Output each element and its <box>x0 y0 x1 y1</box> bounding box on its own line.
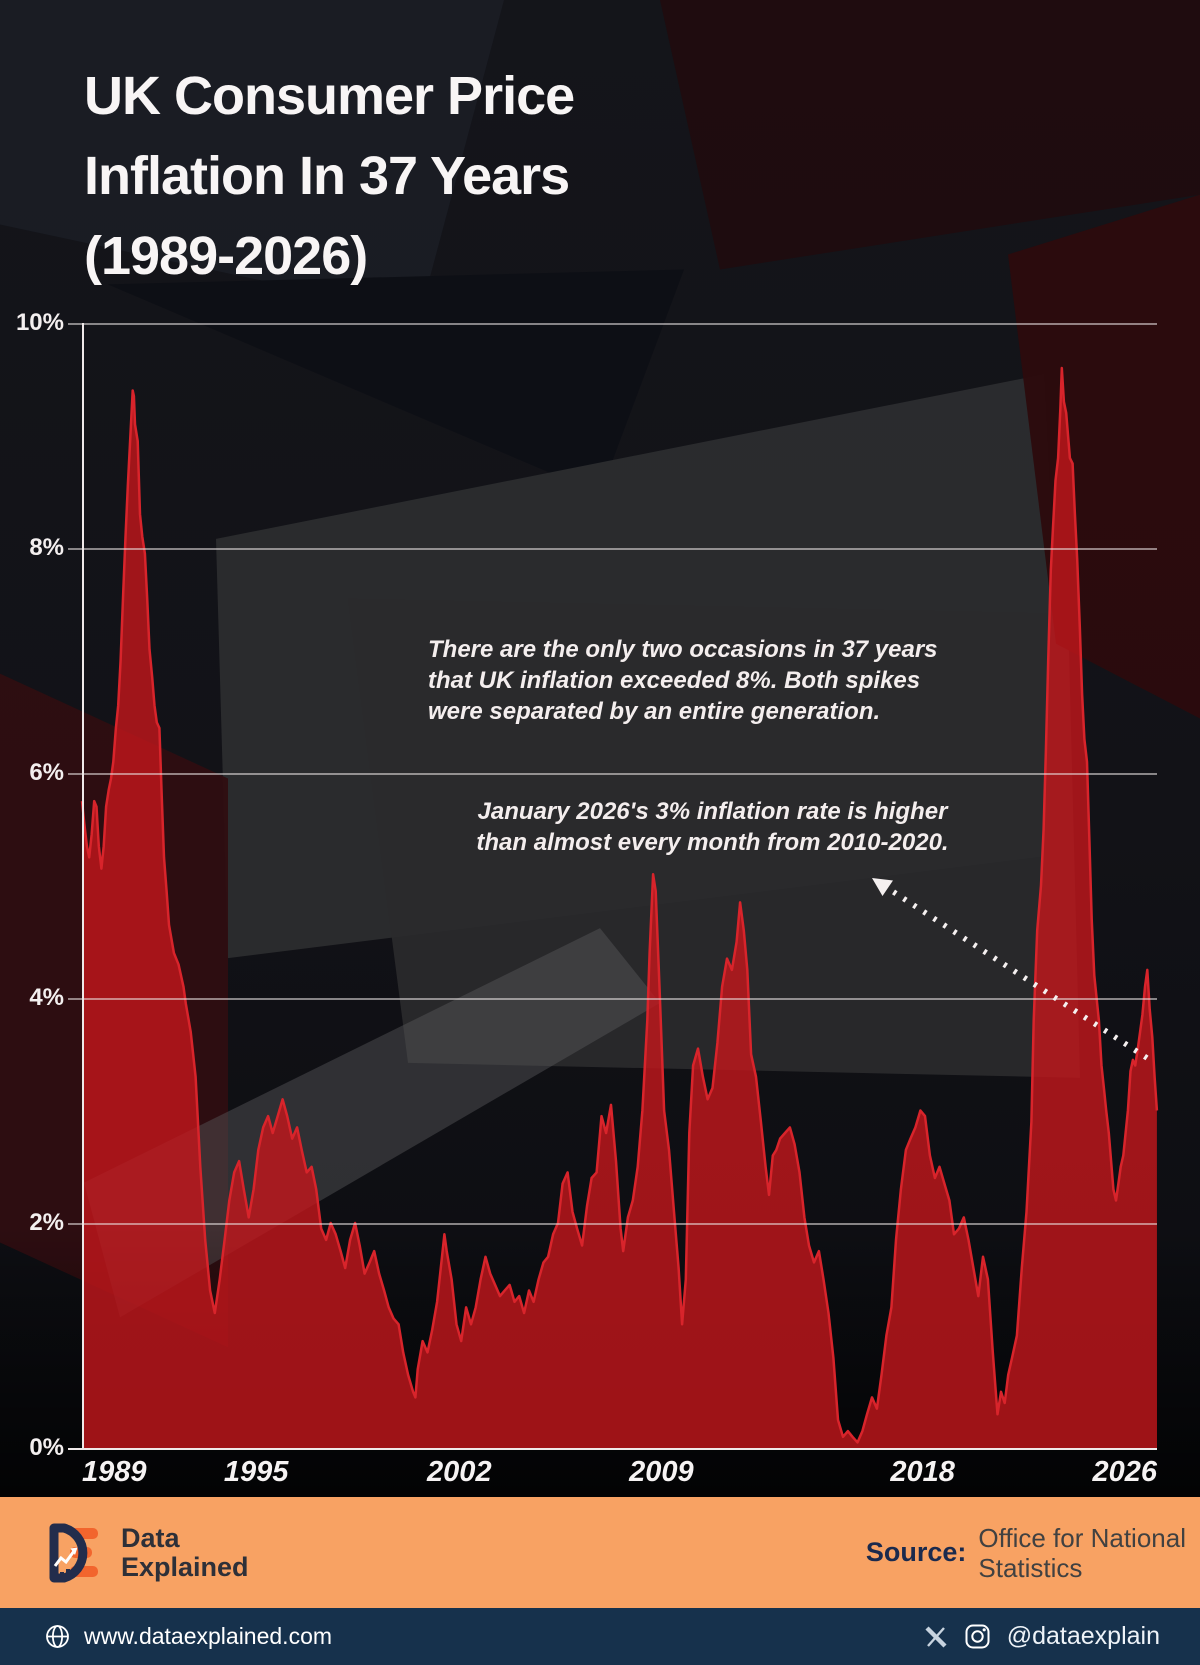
source-block: Source: Office for National Statistics <box>866 1523 1186 1583</box>
website-url[interactable]: www.dataexplained.com <box>84 1623 333 1649</box>
gridline-8pct <box>68 548 1157 550</box>
annotation-line: than almost every month from 2010-2020. <box>476 829 949 856</box>
brand-name-line-1: Data <box>121 1522 180 1553</box>
annotation-two-spikes: There are the only two occasions in 37 y… <box>428 634 1028 727</box>
page-title: UK Consumer Price Inflation In 37 Years … <box>84 56 575 296</box>
annotation-line: There are the only two occasions in 37 y… <box>428 636 938 663</box>
x-tick-1995: 1995 <box>223 1456 289 1488</box>
title-line-1: UK Consumer Price <box>84 66 575 126</box>
inflation-area-chart: 10% 8% 6% 4% 2% 0% 1989 1995 2002 2009 2… <box>16 309 1159 1488</box>
social-handles: @dataexplain <box>924 1622 1160 1651</box>
title-line-2: Inflation In 37 Years <box>84 146 570 206</box>
brand-name: Data Explained <box>121 1522 249 1582</box>
y-axis-line <box>82 323 84 1451</box>
area-outline <box>80 366 1159 1444</box>
x-twitter-icon[interactable] <box>924 1625 948 1649</box>
source-line-2: Statistics <box>978 1552 1083 1583</box>
x-tick-2009: 2009 <box>629 1456 694 1488</box>
x-tick-2002: 2002 <box>427 1456 492 1488</box>
y-tick-0: 0% <box>29 1434 64 1461</box>
annotation-line: were separated by an entire generation. <box>428 698 881 725</box>
y-tick-4: 4% <box>29 984 64 1011</box>
social-bar: www.dataexplained.com @dataexplain <box>0 1608 1200 1665</box>
x-tick-2026: 2026 <box>1092 1456 1157 1488</box>
data-explained-logo-icon <box>49 1523 98 1582</box>
annotation-line: January 2026's 3% inflation rate is high… <box>477 798 948 825</box>
footer-bar: Data Explained Source: Office for Nation… <box>0 1497 1200 1608</box>
brand-name-line-2: Explained <box>121 1551 249 1582</box>
website-link[interactable]: www.dataexplained.com <box>44 1623 332 1650</box>
gridline-2pct <box>68 1223 1157 1225</box>
y-tick-10: 10% <box>15 309 64 336</box>
source-line-1: Office for National <box>978 1522 1186 1553</box>
x-axis-line <box>68 1448 1157 1450</box>
gridline-4pct <box>68 998 1157 1000</box>
title-line-3: (1989-2026) <box>84 226 368 286</box>
gridline-6pct <box>68 773 1157 775</box>
gridline-10pct <box>68 323 1157 325</box>
source-value: Office for National Statistics <box>978 1523 1186 1583</box>
area-series <box>80 366 1159 1448</box>
y-tick-8: 8% <box>29 534 64 561</box>
annotation-jan-2026: January 2026's 3% inflation rate is high… <box>420 796 1005 858</box>
social-handle[interactable]: @dataexplain <box>1006 1622 1160 1650</box>
y-tick-6: 6% <box>29 759 64 786</box>
x-tick-2018: 2018 <box>890 1456 955 1488</box>
globe-icon <box>46 1625 69 1648</box>
brand-block: Data Explained <box>40 1520 249 1586</box>
instagram-icon[interactable] <box>964 1623 991 1650</box>
y-tick-2: 2% <box>29 1209 64 1236</box>
source-label: Source: <box>865 1537 967 1567</box>
annotation-line: that UK inflation exceeded 8%. Both spik… <box>428 667 921 694</box>
area-fill <box>82 368 1157 1448</box>
x-tick-1989: 1989 <box>82 1456 147 1488</box>
